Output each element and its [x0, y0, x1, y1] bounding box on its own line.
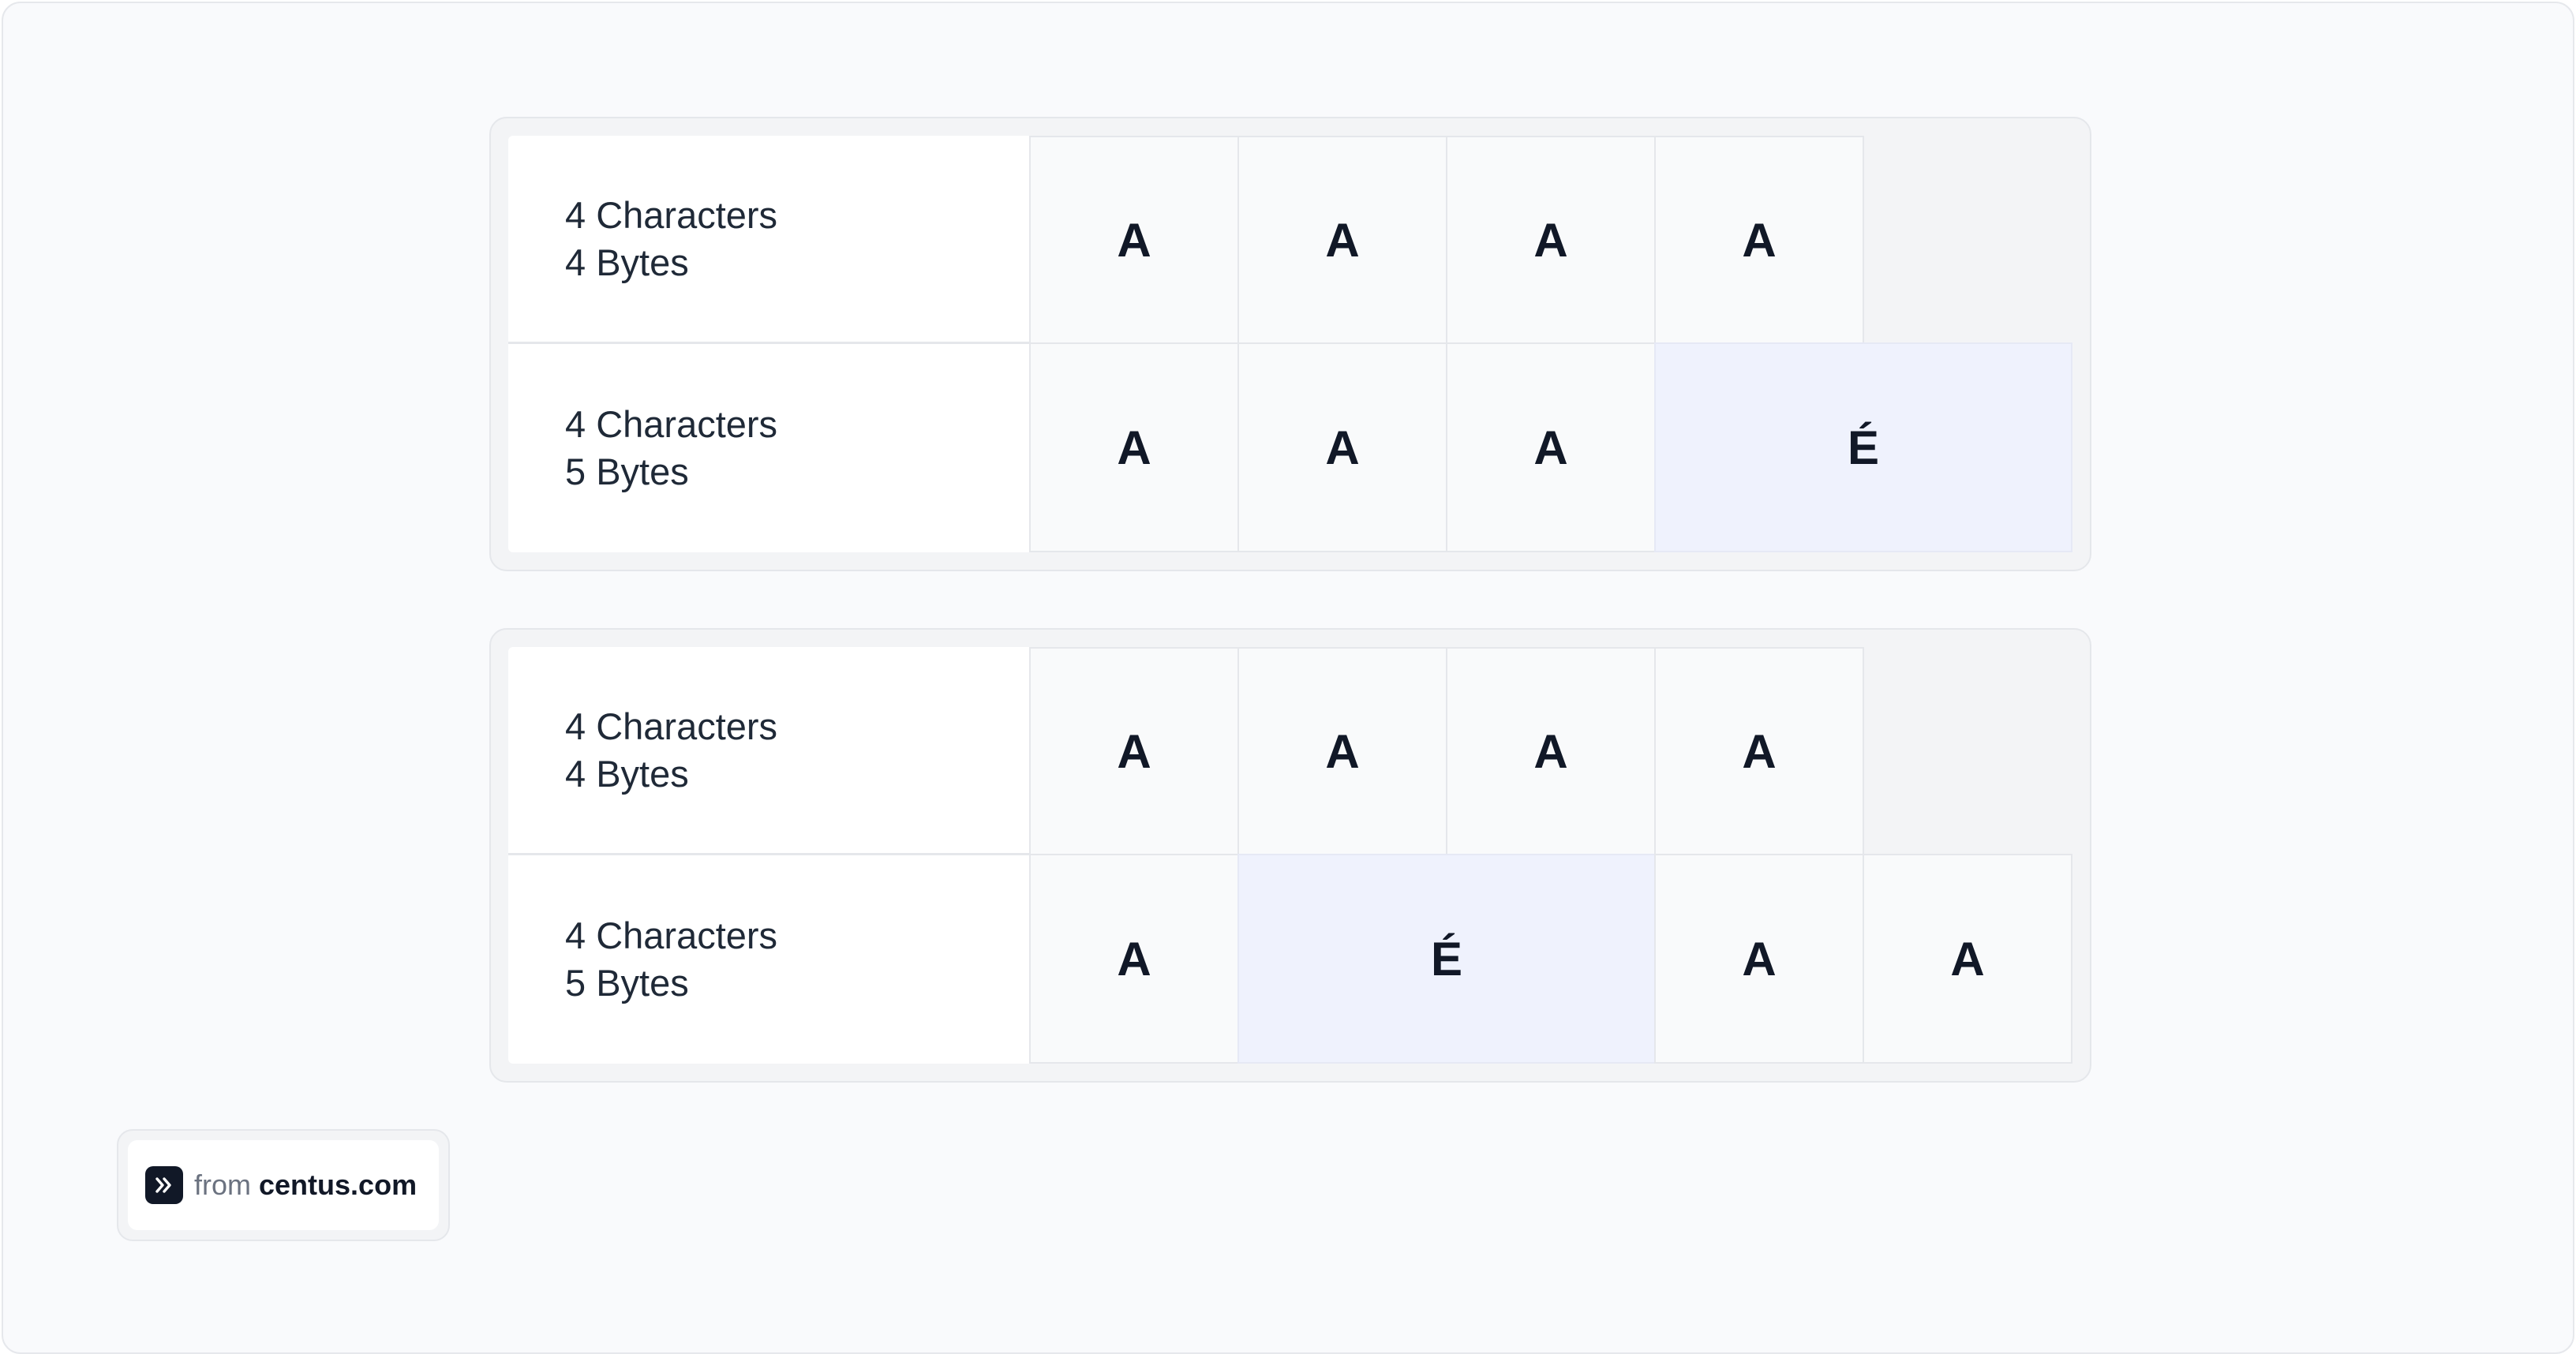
byte-cell: A	[1029, 136, 1239, 344]
row-labels: 4 Characters 4 Bytes 4 Characters 5 Byte…	[508, 136, 1029, 552]
byte-cell: A	[1237, 647, 1447, 855]
multibyte-cell: É	[1654, 342, 2072, 552]
badge-site-link[interactable]: centus.com	[259, 1169, 417, 1201]
byte-cell: A	[1029, 854, 1239, 1064]
double-chevron-right-icon	[145, 1166, 183, 1204]
byte-cell: A	[1654, 647, 1864, 855]
character-count-label: 4 Characters	[565, 193, 778, 236]
badge-prefix: from	[194, 1169, 251, 1201]
byte-cell: A	[1446, 647, 1656, 855]
source-badge-body[interactable]: from centus.com	[128, 1140, 439, 1230]
row-label: 4 Characters 4 Bytes	[508, 136, 1029, 344]
source-badge[interactable]: from centus.com	[117, 1129, 450, 1241]
byte-cell: A	[1237, 342, 1447, 552]
byte-cell: A	[1237, 136, 1447, 344]
byte-cell: A	[1654, 136, 1864, 344]
byte-cell: A	[1446, 342, 1656, 552]
character-count-label: 4 Characters	[565, 705, 778, 747]
byte-cell: A	[1029, 647, 1239, 855]
source-badge-text: from centus.com	[194, 1169, 417, 1202]
character-count-label: 4 Characters	[565, 915, 778, 956]
multibyte-cell: É	[1237, 854, 1656, 1064]
character-count-label: 4 Characters	[565, 403, 778, 445]
byte-cell: A	[1446, 136, 1656, 344]
encoding-panel-1: 4 Characters 4 Bytes 4 Characters 5 Byte…	[489, 117, 2091, 571]
byte-count-label: 5 Bytes	[565, 962, 689, 1004]
byte-cell: A	[1654, 854, 1864, 1064]
row-label: 4 Characters 5 Bytes	[508, 344, 1029, 552]
byte-cell: A	[1029, 342, 1239, 552]
row-label: 4 Characters 5 Bytes	[508, 855, 1029, 1064]
byte-count-label: 4 Bytes	[565, 752, 689, 795]
row-label: 4 Characters 4 Bytes	[508, 647, 1029, 855]
encoding-panel-2: 4 Characters 4 Bytes 4 Characters 5 Byte…	[489, 628, 2091, 1083]
byte-count-label: 5 Bytes	[565, 451, 689, 492]
byte-count-label: 4 Bytes	[565, 241, 689, 283]
byte-cell: A	[1863, 854, 2072, 1064]
row-labels: 4 Characters 4 Bytes 4 Characters 5 Byte…	[508, 647, 1029, 1064]
